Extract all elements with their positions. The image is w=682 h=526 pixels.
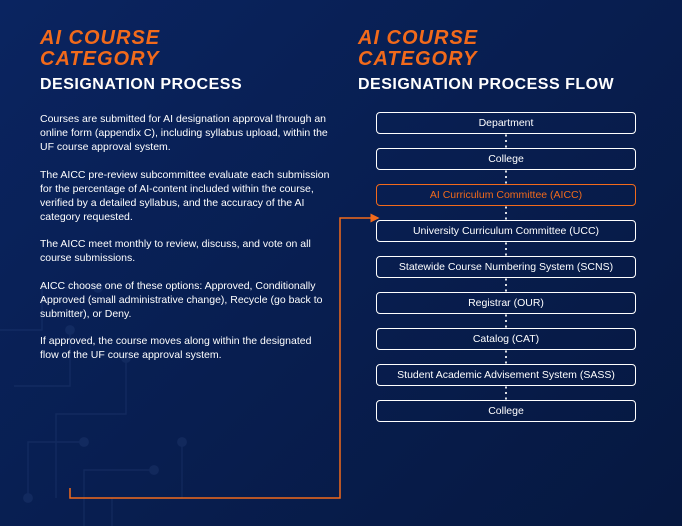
flow-connector: ⋮: [498, 314, 514, 328]
paragraph: The AICC meet monthly to review, discuss…: [40, 237, 330, 265]
flow-connector: ⋮: [498, 170, 514, 184]
right-title: AI COURSECATEGORY: [358, 28, 654, 70]
flow-connector: ⋮: [498, 242, 514, 256]
left-body: Courses are submitted for AI designation…: [40, 112, 330, 362]
right-subtitle: DESIGNATION PROCESS FLOW: [358, 76, 654, 94]
paragraph: AICC choose one of these options: Approv…: [40, 279, 330, 322]
flow-connector: ⋮: [498, 278, 514, 292]
paragraph: The AICC pre-review subcommittee evaluat…: [40, 168, 330, 225]
right-column: AI COURSECATEGORY DESIGNATION PROCESS FL…: [358, 28, 654, 422]
flow-node: College: [376, 400, 636, 422]
flow-chart: Department⋮College⋮AI Curriculum Committ…: [358, 112, 654, 422]
left-subtitle: DESIGNATION PROCESS: [40, 76, 330, 94]
flow-connector: ⋮: [498, 350, 514, 364]
left-title: AI COURSECATEGORY: [40, 28, 330, 70]
paragraph: Courses are submitted for AI designation…: [40, 112, 330, 155]
flow-connector: ⋮: [498, 386, 514, 400]
flow-connector: ⋮: [498, 134, 514, 148]
left-column: AI COURSECATEGORY DESIGNATION PROCESS Co…: [40, 28, 330, 422]
main-container: AI COURSECATEGORY DESIGNATION PROCESS Co…: [0, 0, 682, 442]
flow-connector: ⋮: [498, 206, 514, 220]
paragraph: If approved, the course moves along with…: [40, 334, 330, 362]
